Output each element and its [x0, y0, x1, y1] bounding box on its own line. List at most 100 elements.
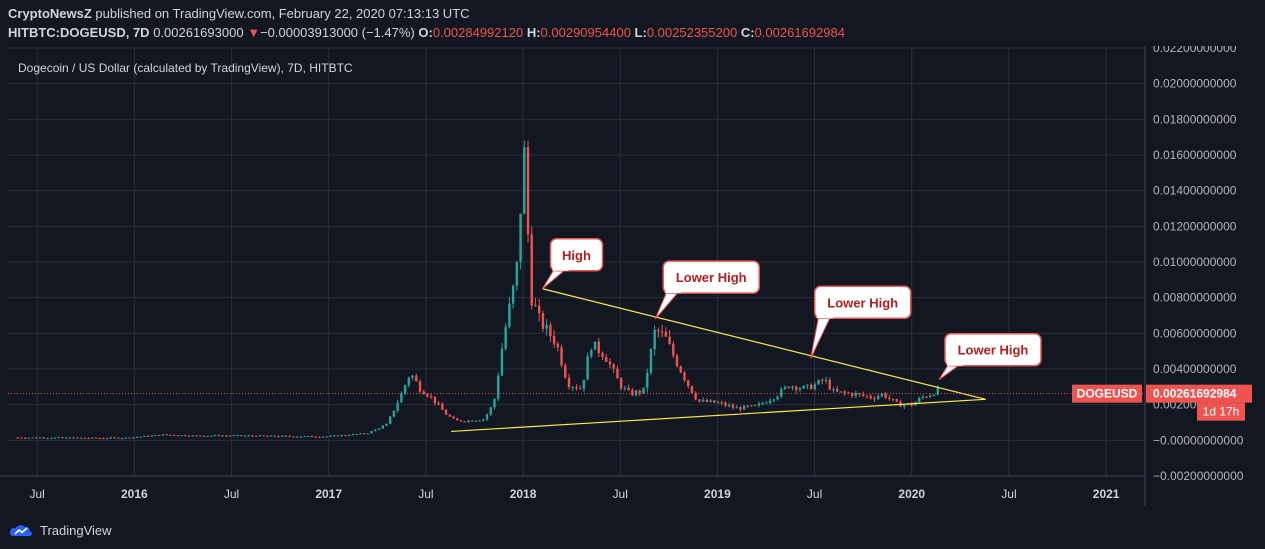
- candle-up: [709, 400, 712, 402]
- candle-up: [348, 435, 351, 437]
- candle-up: [735, 407, 738, 409]
- y-tick-label: 0.01400000000: [1153, 184, 1237, 198]
- candle-up: [389, 416, 392, 424]
- candle-up: [385, 423, 388, 426]
- open-value: 0.00284992120: [432, 25, 524, 40]
- x-tick-label: Jul: [418, 487, 433, 501]
- candle-up: [485, 414, 489, 420]
- candle-up: [497, 375, 500, 399]
- candle-up: [806, 384, 809, 387]
- candle-down: [288, 435, 291, 437]
- candle-up: [280, 435, 284, 437]
- symbol-label[interactable]: HITBTC:DOGEUSD, 7D: [8, 25, 150, 40]
- candle-down: [310, 435, 314, 437]
- candle-up: [791, 386, 794, 388]
- candle-down: [165, 434, 168, 436]
- candle-up: [91, 437, 94, 439]
- candle-down: [94, 437, 98, 439]
- candle-up: [854, 393, 858, 396]
- y-tick-label: 0.01800000000: [1153, 112, 1237, 126]
- candle-down: [228, 435, 232, 437]
- tradingview-cloud-icon: [9, 525, 32, 536]
- candle-down: [597, 341, 600, 354]
- candle-down: [862, 394, 865, 396]
- candle-down: [888, 397, 891, 399]
- candle-down: [199, 435, 202, 437]
- candle-up: [27, 437, 31, 439]
- candle-down: [690, 385, 694, 394]
- candle-up: [325, 436, 329, 438]
- candle-up: [582, 379, 586, 389]
- candle-down: [202, 435, 206, 437]
- candle-down: [884, 393, 887, 398]
- candle-up: [131, 437, 135, 439]
- candle-down: [292, 436, 295, 438]
- candle-up: [467, 420, 470, 422]
- candle-down: [113, 437, 116, 439]
- candle-down: [20, 437, 23, 439]
- candle-down: [679, 366, 682, 373]
- candle-up: [329, 435, 332, 437]
- callout-box: [944, 332, 1042, 367]
- x-tick-label: Jul: [807, 487, 822, 501]
- author-name[interactable]: CryptoNewsZ: [8, 6, 92, 21]
- candle-down: [426, 394, 429, 397]
- candle-up: [307, 435, 310, 437]
- candle-up: [508, 303, 511, 327]
- tradingview-logo[interactable]: TradingView: [8, 522, 112, 538]
- open-label: O:: [418, 25, 433, 40]
- candle-down: [273, 435, 276, 437]
- candle-up: [482, 419, 485, 421]
- y-tick-label: 0.00600000000: [1153, 326, 1237, 340]
- candle-up: [761, 403, 764, 405]
- callout-box: [813, 285, 912, 320]
- candle-down: [538, 305, 541, 314]
- candle-down: [575, 386, 578, 389]
- candle-down: [448, 414, 452, 417]
- last-price: 0.00261693000: [153, 25, 244, 40]
- candle-up: [500, 348, 504, 376]
- candle-down: [61, 437, 64, 439]
- candle-down: [336, 435, 340, 437]
- candle-up: [519, 213, 522, 262]
- candle-up: [139, 436, 142, 438]
- candle-up: [333, 435, 336, 437]
- chart-title: Dogecoin / US Dollar (calculated by Trad…: [18, 61, 353, 75]
- chart-area[interactable]: 0.02200000000 0.02000000000 0.01800000000 0…: [0, 41, 1265, 512]
- price-chart[interactable]: 0.02200000000 0.02000000000 0.01800000000 0…: [0, 41, 1265, 512]
- candle-down: [23, 437, 27, 439]
- candle-up: [221, 435, 224, 437]
- candle-down: [821, 379, 824, 381]
- candle-down: [619, 378, 623, 389]
- y-tick-label: −0.00000000000: [1153, 433, 1244, 447]
- candle-up: [798, 388, 802, 390]
- candle-up: [340, 435, 343, 437]
- callout-joint: [552, 264, 569, 271]
- candle-down: [284, 435, 288, 437]
- candle-up: [839, 391, 843, 393]
- candle-down: [251, 435, 254, 437]
- candle-down: [731, 405, 735, 408]
- candle-up: [299, 436, 303, 438]
- candle-down: [858, 393, 861, 395]
- candle-up: [143, 435, 146, 437]
- candle-down: [601, 353, 604, 358]
- candle-down: [217, 435, 221, 437]
- candle-down: [240, 435, 243, 437]
- candle-down: [102, 438, 105, 440]
- candle-down: [631, 390, 634, 396]
- candle-down: [552, 335, 556, 344]
- candle-up: [727, 405, 731, 407]
- candle-down: [146, 435, 150, 437]
- candle-down: [895, 399, 898, 402]
- candle-down: [452, 416, 455, 419]
- candle-up: [191, 435, 194, 437]
- candle-down: [415, 375, 418, 382]
- candle-up: [377, 428, 381, 430]
- candle-up: [917, 397, 921, 403]
- candle-up: [124, 437, 127, 439]
- candle-down: [16, 437, 19, 439]
- candle-up: [247, 435, 250, 437]
- candle-up: [72, 437, 75, 439]
- callout-box: [662, 260, 760, 294]
